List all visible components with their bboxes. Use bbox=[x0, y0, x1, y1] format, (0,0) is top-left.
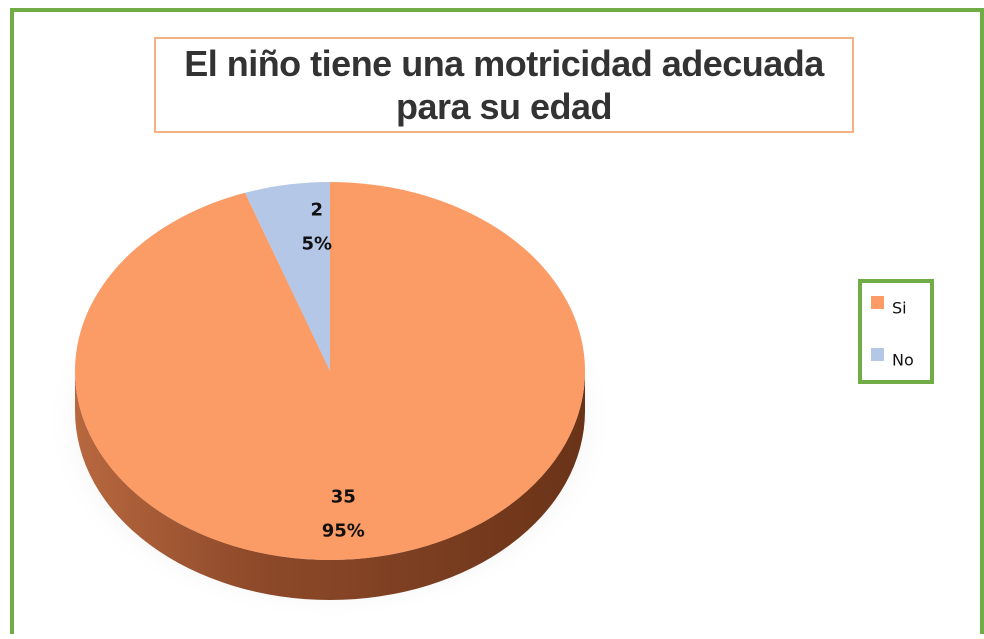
percent-label: 5% bbox=[301, 234, 332, 255]
data-label: 2 bbox=[310, 200, 323, 221]
slice bbox=[74, 182, 585, 561]
legend-label: No bbox=[892, 351, 914, 370]
data-label: 35 bbox=[331, 486, 356, 507]
frame bbox=[10, 8, 984, 639]
pie: 35 95% 2 5% bbox=[74, 182, 585, 600]
percent-label: 95% bbox=[322, 520, 365, 541]
slice bbox=[245, 182, 330, 371]
legend-swatch bbox=[871, 348, 884, 361]
title-box bbox=[154, 37, 854, 133]
slice-side bbox=[75, 371, 585, 600]
title-wrap: El niño tiene una motricidad adecuada pa… bbox=[184, 43, 824, 127]
chart-title: El niño tiene una motricidad adecuada pa… bbox=[184, 43, 824, 127]
legend-swatch bbox=[871, 296, 884, 309]
legend-label: Si bbox=[892, 299, 907, 318]
legend-box bbox=[858, 279, 934, 384]
legend: Si No bbox=[871, 296, 914, 370]
